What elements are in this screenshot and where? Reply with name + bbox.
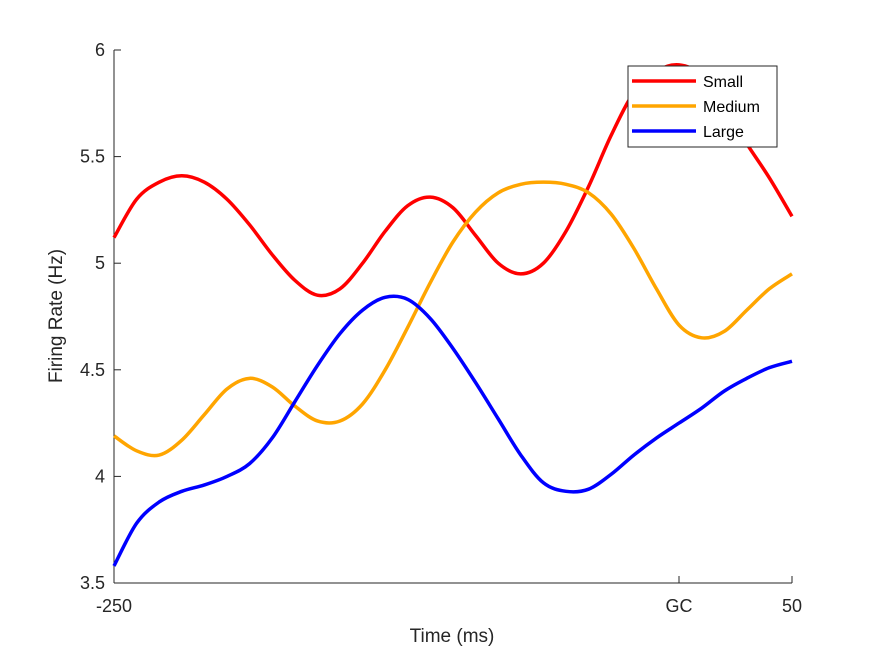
y-tick-label: 5 (95, 253, 105, 273)
y-tick-label: 6 (95, 40, 105, 60)
y-tick-label: 5.5 (80, 147, 105, 167)
x-axis-label: Time (ms) (410, 626, 495, 647)
legend: Small Medium Large (627, 65, 778, 148)
plot-series (112, 63, 794, 567)
series-line-small (112, 63, 794, 298)
legend-label-large: Large (703, 124, 744, 141)
series-line-large (112, 294, 793, 567)
y-tick-label: 4.5 (80, 360, 105, 380)
y-axis-label: Firing Rate (Hz) (46, 249, 67, 383)
axes: 3.5 4 4.5 5 5.5 6 -250 GC 50 (80, 40, 802, 616)
x-tick-label: -250 (96, 596, 132, 616)
legend-label-medium: Medium (703, 99, 760, 116)
y-tick-label: 3.5 (80, 573, 105, 593)
x-tick-label: 50 (782, 596, 802, 616)
series-line-medium (113, 180, 793, 458)
x-tick-label: GC (666, 596, 693, 616)
y-tick-label: 4 (95, 466, 105, 486)
legend-label-small: Small (703, 74, 743, 91)
